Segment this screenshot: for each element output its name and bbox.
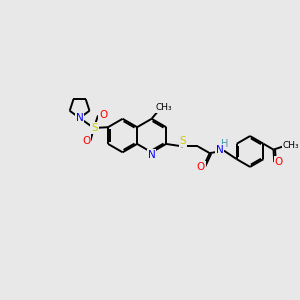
Text: O: O xyxy=(82,136,90,146)
Text: O: O xyxy=(197,162,205,172)
Text: CH₃: CH₃ xyxy=(155,103,172,112)
Text: N: N xyxy=(148,150,155,160)
Text: S: S xyxy=(91,123,98,133)
Text: CH₃: CH₃ xyxy=(283,141,299,150)
Text: O: O xyxy=(99,110,107,120)
Text: N: N xyxy=(76,113,83,123)
Text: N: N xyxy=(216,145,224,155)
Text: H: H xyxy=(220,139,228,149)
Text: S: S xyxy=(180,136,186,146)
Text: O: O xyxy=(274,157,283,167)
